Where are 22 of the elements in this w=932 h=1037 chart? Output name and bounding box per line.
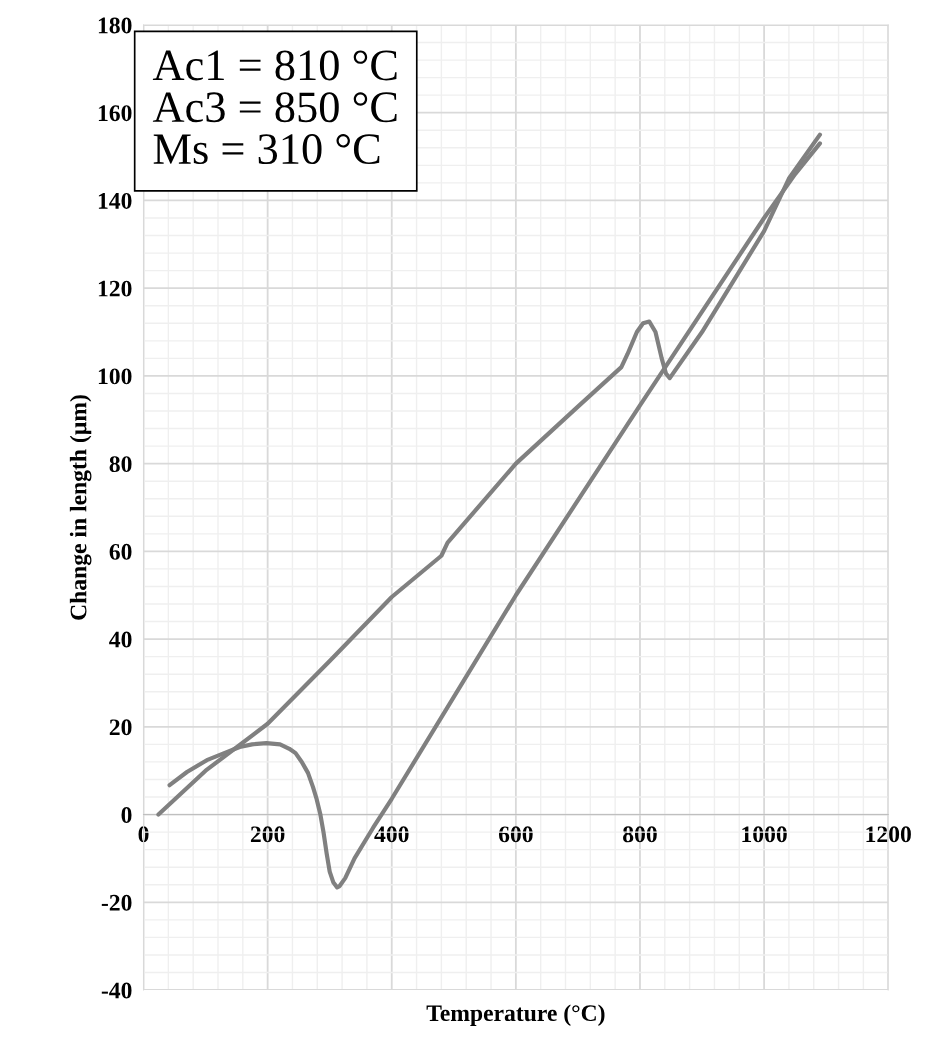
y-tick-label: 40 [109, 631, 132, 648]
y-tick-label: 160 [98, 105, 132, 122]
y-axis-title: Change in length (µm) [69, 395, 92, 620]
y-tick-label: 100 [98, 368, 132, 385]
y-tick-label: 180 [98, 17, 132, 34]
x-tick-label: 1200 [866, 826, 911, 843]
x-tick-label: 1000 [742, 826, 787, 843]
x-tick-label: 400 [374, 826, 409, 843]
x-tick-label: 200 [250, 826, 285, 843]
y-tick-label: -40 [101, 982, 132, 999]
x-tick-label: 0 [138, 826, 149, 843]
y-tick-label: 20 [109, 719, 132, 736]
x-tick-label: 600 [498, 826, 533, 843]
y-tick-label: 0 [121, 807, 132, 823]
y-tick-label: 80 [109, 456, 132, 473]
y-tick-label: -20 [101, 894, 132, 911]
y-tick-label: 120 [98, 280, 132, 297]
y-tick-label: 60 [109, 543, 132, 560]
x-tick-label: 800 [623, 826, 657, 843]
x-axis-title: Temperature (°C) [426, 1004, 605, 1026]
annotation: Ac1 = 810 °C Ac3 = 850 °C Ms = 310 °C [152, 50, 397, 165]
y-tick-label: 140 [98, 192, 132, 209]
